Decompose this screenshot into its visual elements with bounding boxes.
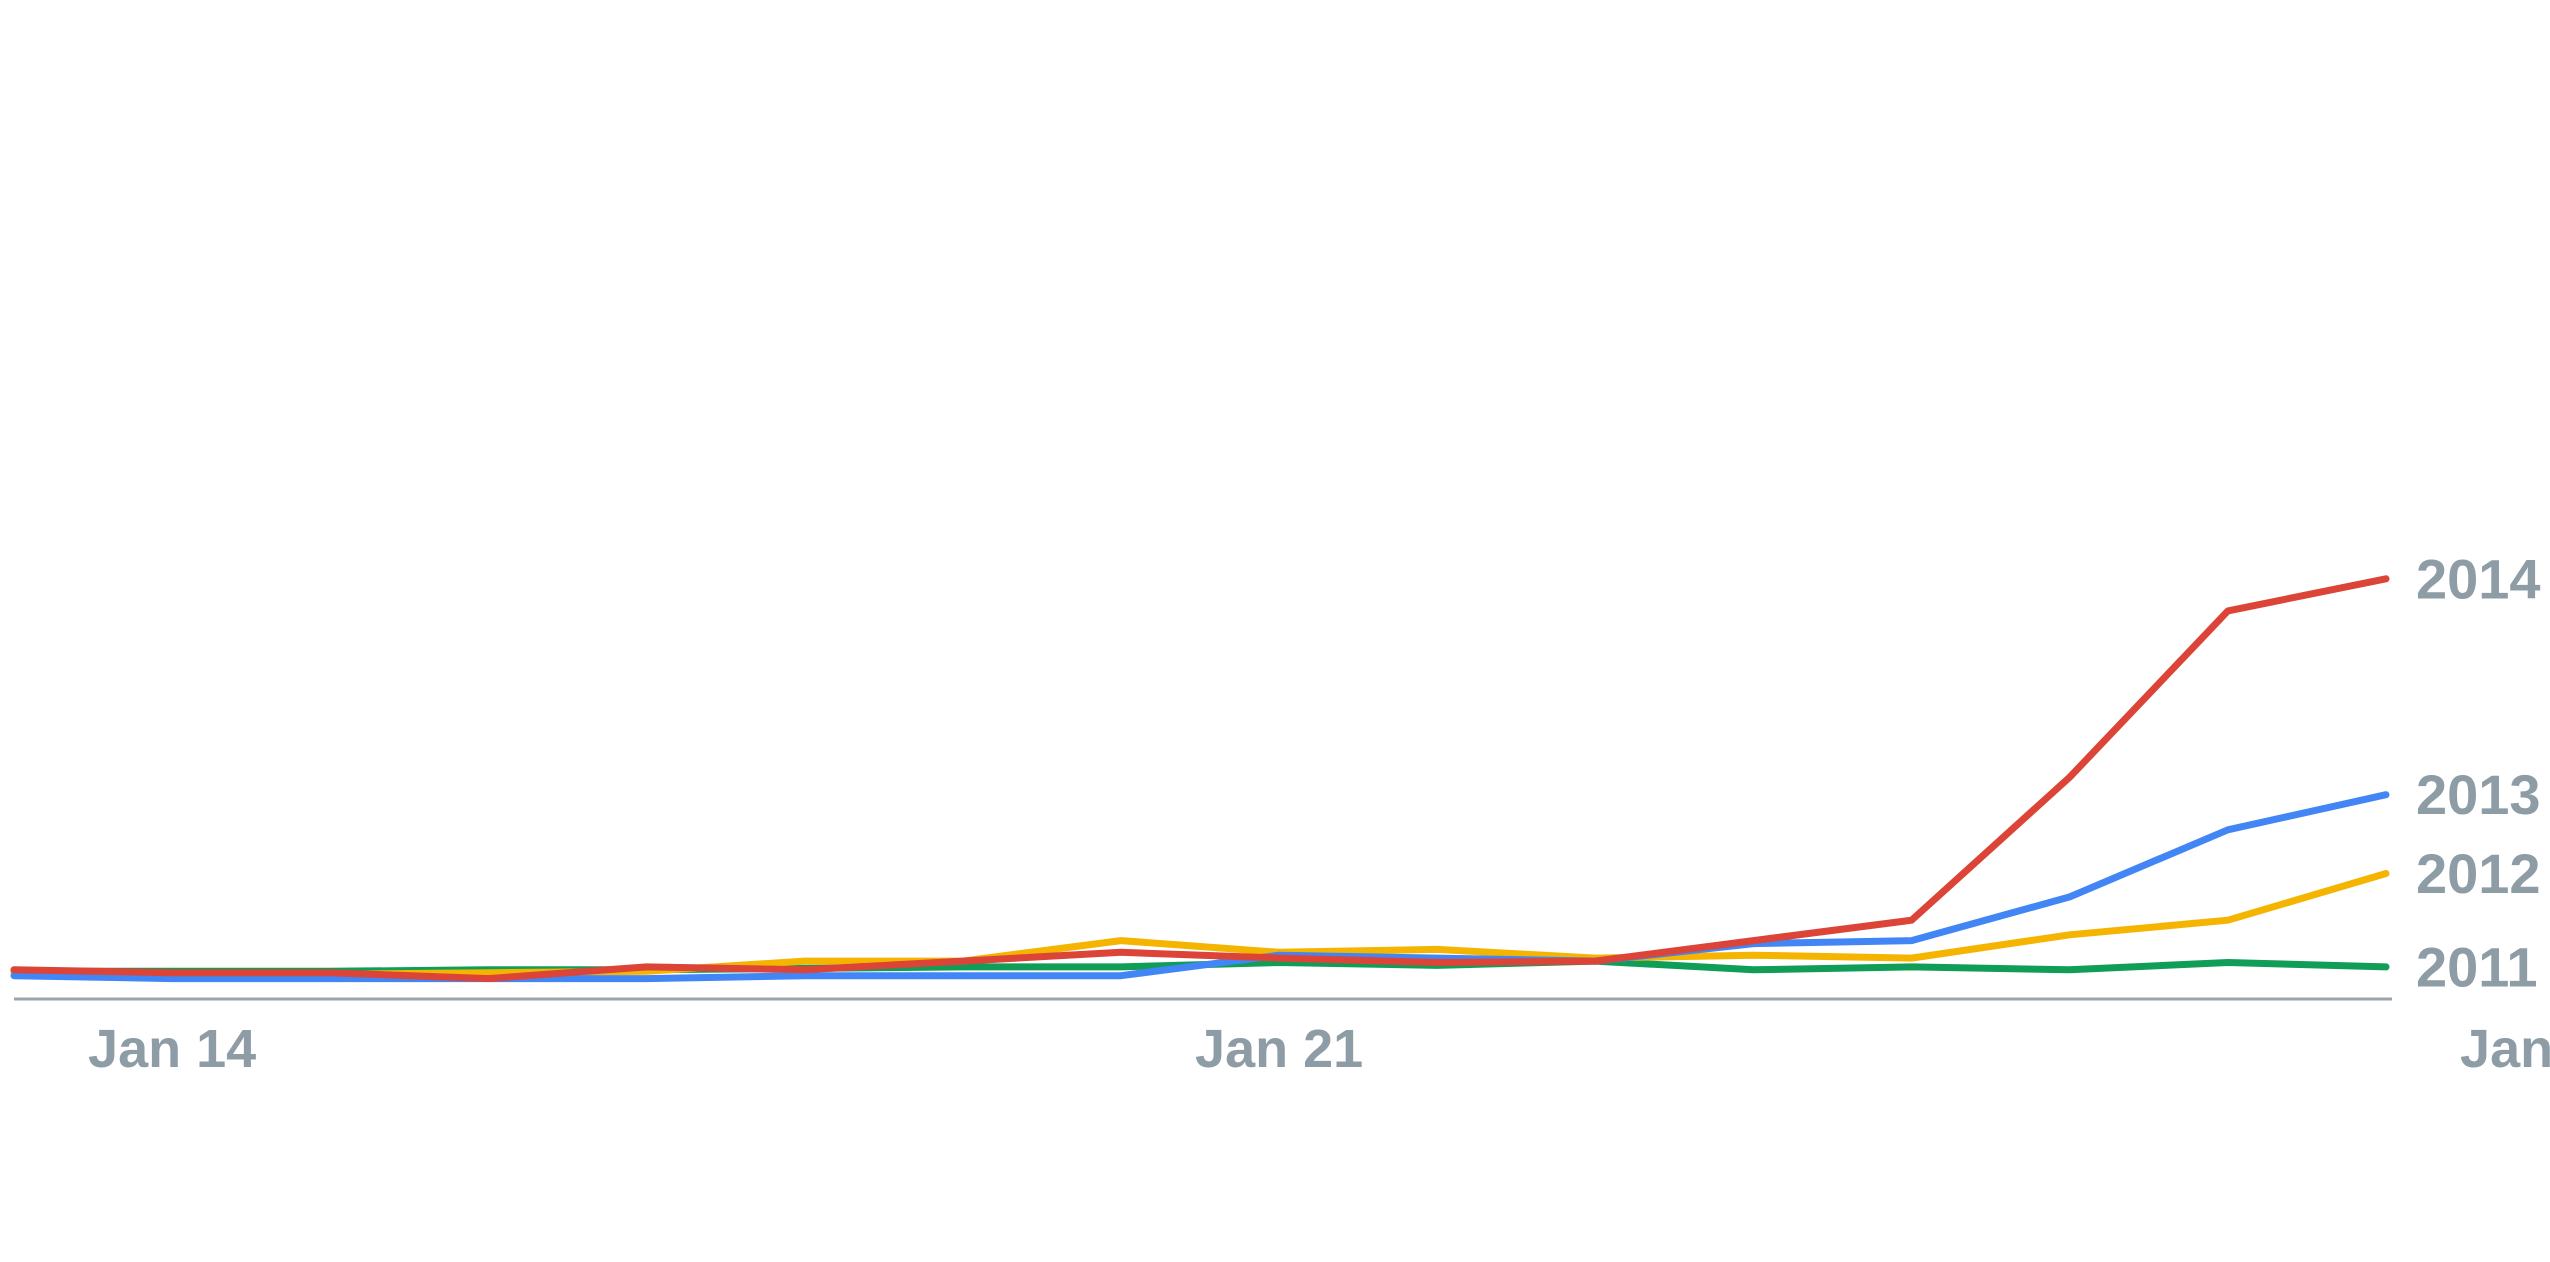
series-labels: 2011 2012 2013 2014 xyxy=(2416,547,2541,998)
series-label-2014: 2014 xyxy=(2416,547,2541,610)
series-layer xyxy=(10,575,2390,983)
x-tick-label: Jan 21 xyxy=(1195,1019,1363,1079)
series-label-2013: 2013 xyxy=(2416,763,2541,826)
x-tick-label: Jan 29 xyxy=(2460,1019,2550,1079)
x-tick-labels: Jan 14 Jan 21 Jan 29 xyxy=(88,1019,2550,1079)
series-label-2012: 2012 xyxy=(2416,842,2541,905)
series-line-2013 xyxy=(10,791,2390,983)
series-label-2011: 2011 xyxy=(2416,935,2538,998)
series-line-2012 xyxy=(10,870,2390,978)
x-tick-label: Jan 14 xyxy=(88,1019,256,1079)
series-line-2014 xyxy=(10,575,2390,983)
